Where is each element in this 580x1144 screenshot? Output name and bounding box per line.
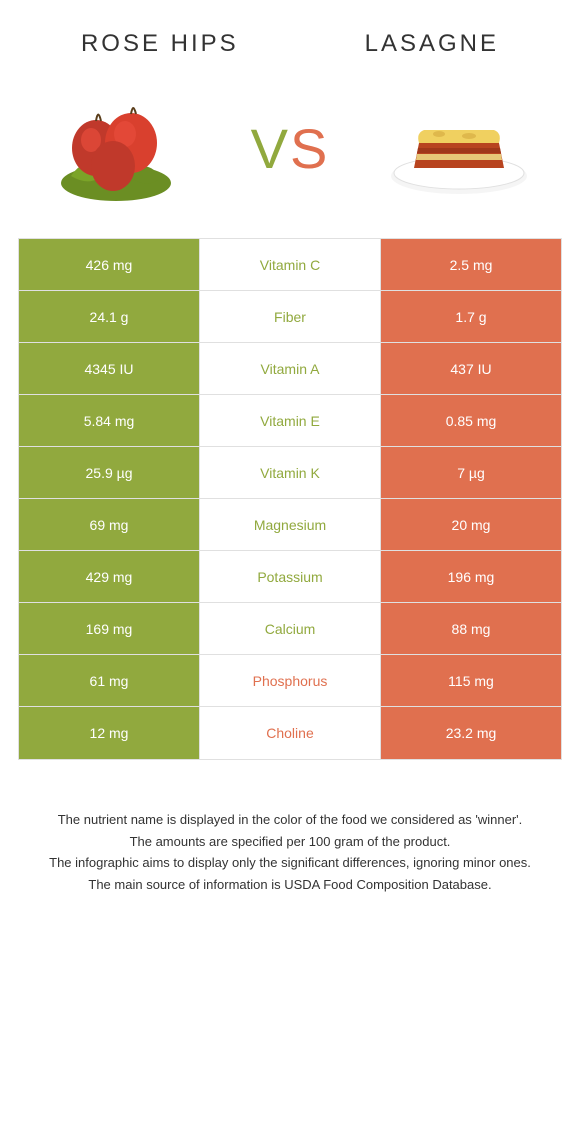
right-value-cell: 7 µg [381, 447, 561, 498]
right-value-cell: 2.5 mg [381, 239, 561, 290]
left-value-cell: 24.1 g [19, 291, 200, 342]
nutrient-name-cell: Vitamin K [200, 447, 381, 498]
left-value-cell: 4345 IU [19, 343, 200, 394]
left-value-cell: 426 mg [19, 239, 200, 290]
left-food-title: ROSE HIPS [81, 30, 239, 58]
footnote-line: The nutrient name is displayed in the co… [33, 810, 547, 830]
nutrient-name-cell: Choline [200, 707, 381, 759]
right-value-cell: 115 mg [381, 655, 561, 706]
left-value-cell: 12 mg [19, 707, 200, 759]
table-row: 69 mgMagnesium20 mg [19, 499, 561, 551]
table-row: 24.1 gFiber1.7 g [19, 291, 561, 343]
nutrient-name-cell: Potassium [200, 551, 381, 602]
right-value-cell: 0.85 mg [381, 395, 561, 446]
footnote-line: The infographic aims to display only the… [33, 853, 547, 873]
nutrient-name-cell: Calcium [200, 603, 381, 654]
table-row: 5.84 mgVitamin E0.85 mg [19, 395, 561, 447]
table-row: 169 mgCalcium88 mg [19, 603, 561, 655]
table-row: 12 mgCholine23.2 mg [19, 707, 561, 759]
right-food-title: LASAGNE [365, 30, 499, 58]
right-value-cell: 88 mg [381, 603, 561, 654]
nutrient-name-cell: Vitamin C [200, 239, 381, 290]
left-value-cell: 169 mg [19, 603, 200, 654]
table-row: 61 mgPhosphorus115 mg [19, 655, 561, 707]
nutrient-name-cell: Magnesium [200, 499, 381, 550]
footnote-line: The main source of information is USDA F… [33, 875, 547, 895]
vs-s-letter: S [290, 117, 329, 180]
lasagne-image [384, 88, 534, 208]
left-value-cell: 25.9 µg [19, 447, 200, 498]
footnote-line: The amounts are specified per 100 gram o… [33, 832, 547, 852]
table-row: 4345 IUVitamin A437 IU [19, 343, 561, 395]
right-value-cell: 23.2 mg [381, 707, 561, 759]
right-value-cell: 20 mg [381, 499, 561, 550]
header: ROSE HIPS LASAGNE [18, 30, 562, 58]
table-row: 426 mgVitamin C2.5 mg [19, 239, 561, 291]
vs-row: VS [18, 88, 562, 208]
nutrient-name-cell: Phosphorus [200, 655, 381, 706]
nutrient-name-cell: Fiber [200, 291, 381, 342]
footnotes: The nutrient name is displayed in the co… [18, 810, 562, 894]
left-value-cell: 429 mg [19, 551, 200, 602]
left-value-cell: 61 mg [19, 655, 200, 706]
nutrient-name-cell: Vitamin E [200, 395, 381, 446]
nutrient-name-cell: Vitamin A [200, 343, 381, 394]
table-row: 429 mgPotassium196 mg [19, 551, 561, 603]
right-value-cell: 196 mg [381, 551, 561, 602]
nutrient-table: 426 mgVitamin C2.5 mg24.1 gFiber1.7 g434… [18, 238, 562, 760]
rosehips-image [46, 88, 196, 208]
vs-v-letter: V [251, 117, 290, 180]
left-value-cell: 69 mg [19, 499, 200, 550]
vs-label: VS [251, 116, 330, 181]
table-row: 25.9 µgVitamin K7 µg [19, 447, 561, 499]
right-value-cell: 1.7 g [381, 291, 561, 342]
left-value-cell: 5.84 mg [19, 395, 200, 446]
right-value-cell: 437 IU [381, 343, 561, 394]
